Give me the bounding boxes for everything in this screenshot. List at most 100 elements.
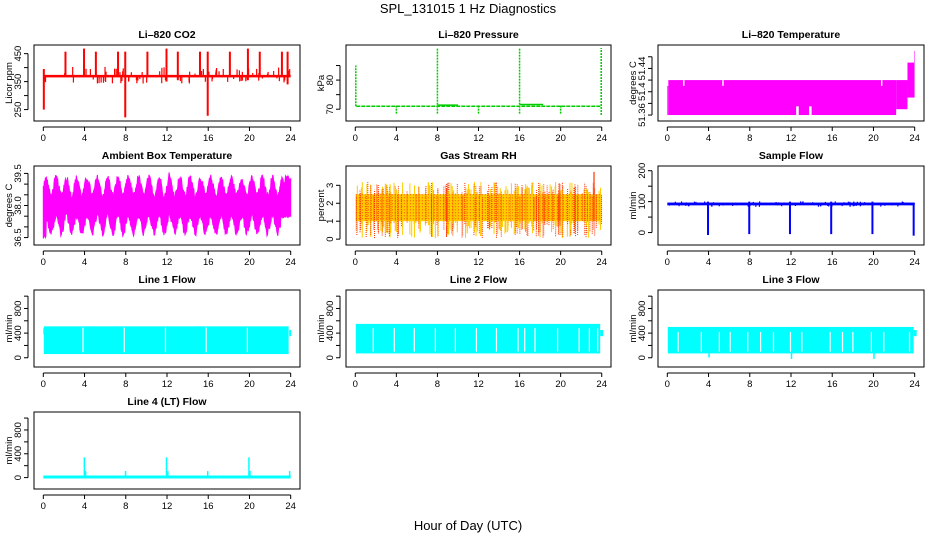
flow-tail [913, 330, 917, 337]
flow-gap [789, 331, 792, 352]
y-tick-label: 0 [13, 355, 24, 360]
y-tick-label: 400 [637, 325, 648, 341]
y-tick-label: 51.4 [637, 82, 648, 101]
x-axis: 0 4 8 12 16 20 24 [41, 372, 296, 390]
plot-frame [657, 165, 925, 246]
x-tick-label: 4 [82, 501, 87, 512]
x-tick-label: 20 [868, 379, 879, 390]
x-tick-label: 4 [394, 257, 399, 268]
y-tick-label: 100 [637, 194, 648, 210]
panel-pressure: Li–820 Pressure kPa 0 4 8 12 16 20 24 70 80 [316, 29, 612, 144]
flow-gap [801, 331, 803, 352]
x-axis: 0 4 8 12 16 20 24 [665, 126, 920, 144]
x-tick-label: 16 [514, 133, 525, 144]
y-tick-label: 200 [637, 163, 648, 179]
y-tick-label: 800 [13, 422, 24, 438]
x-tick-label: 8 [435, 257, 440, 268]
flow-gap [588, 328, 591, 352]
rh-core-band [355, 194, 602, 222]
x-tick-label: 24 [909, 133, 920, 144]
y-axis: 0 1 2 3 [325, 183, 341, 242]
x-tick-label: 8 [123, 379, 128, 390]
y-tick-label: 0 [13, 475, 24, 480]
y-axis-label: ml/min [4, 437, 15, 465]
x-tick-label: 24 [285, 379, 296, 390]
x-tick-label: 16 [514, 257, 525, 268]
x-tick-label: 20 [555, 257, 566, 268]
x-tick-label: 12 [162, 133, 173, 144]
y-axis-label: ml/min [4, 315, 15, 343]
flow-gap [454, 328, 456, 352]
y-tick-label: 0 [325, 236, 336, 241]
y-tick-label: 250 [13, 102, 24, 118]
series-marks [667, 326, 917, 359]
value-band [667, 85, 669, 116]
flow-gap [772, 331, 775, 352]
flow-gap [495, 328, 498, 352]
notch [809, 106, 812, 117]
series-marks [355, 323, 604, 354]
flow-gap [841, 331, 844, 352]
x-tick-label: 20 [244, 501, 255, 512]
x-tick-label: 8 [435, 133, 440, 144]
y-tick-label: 0 [325, 355, 336, 360]
panel-co2: Li–820 CO2 Licor ppm 0 4 8 12 16 20 24 250 350 450 [4, 29, 301, 144]
x-tick-label: 8 [435, 379, 440, 390]
flow-gap [829, 331, 831, 352]
x-axis: 0 4 8 12 16 20 24 [41, 250, 296, 268]
y-tick-label: 38.0 [13, 196, 24, 215]
flow-gap [524, 328, 526, 352]
x-tick-label: 20 [868, 257, 879, 268]
flow-gap [556, 328, 559, 352]
x-tick-label: 0 [353, 379, 358, 390]
x-tick-label: 0 [353, 133, 358, 144]
flow-gap [883, 331, 885, 352]
y-axis: 51.36 51.451.44 [637, 56, 653, 127]
x-tick-label: 4 [82, 379, 87, 390]
y-axis-label: ml/min [316, 315, 327, 343]
x-tick-label: 0 [665, 133, 670, 144]
y-axis: 70 80 [325, 65, 341, 115]
flow-gap [908, 331, 911, 352]
flow-gap [700, 331, 702, 352]
x-tick-label: 16 [203, 501, 214, 512]
x-tick-label: 4 [706, 257, 711, 268]
y-axis: 250 350 450 [13, 46, 29, 118]
flow-gap [718, 331, 720, 352]
x-tick-label: 16 [514, 379, 525, 390]
x-tick-label: 24 [596, 379, 607, 390]
x-tick-label: 24 [596, 133, 607, 144]
x-tick-label: 12 [162, 501, 173, 512]
flow-gap [578, 328, 580, 352]
flow-band [355, 323, 601, 354]
plot-frame [33, 411, 301, 490]
flow-gap [393, 328, 395, 352]
x-tick-label: 24 [285, 133, 296, 144]
x-tick-label: 4 [706, 133, 711, 144]
panel-title: Gas Stream RH [440, 150, 516, 162]
series-marks [355, 171, 603, 239]
plot-frame [33, 44, 301, 122]
flow-gap [82, 327, 84, 353]
x-axis: 0 4 8 12 16 20 24 [665, 250, 920, 268]
y-axis: 36.5 38.0 39.5 [13, 164, 29, 247]
x-axis: 0 4 8 12 16 20 24 [665, 372, 920, 390]
series-marks [43, 457, 291, 479]
x-tick-label: 20 [244, 133, 255, 144]
y-tick-label: 36.5 [13, 228, 24, 247]
panel-line2_flow: Line 2 Flow ml/min 0 4 8 12 16 20 24 0 400 800 [316, 274, 612, 390]
value-band [668, 80, 897, 116]
x-tick-label: 0 [665, 379, 670, 390]
panel-line3_flow: Line 3 Flow ml/min 0 4 8 12 16 20 24 0 400 800 [628, 274, 925, 390]
x-tick-label: 12 [162, 379, 173, 390]
y-axis: 0 100 200 [637, 163, 653, 235]
x-tick-label: 20 [555, 133, 566, 144]
x-tick-label: 20 [868, 133, 879, 144]
plot-frame [657, 44, 925, 122]
x-tick-label: 24 [285, 257, 296, 268]
x-tick-label: 4 [82, 257, 87, 268]
x-tick-label: 0 [665, 257, 670, 268]
x-tick-label: 20 [244, 257, 255, 268]
x-tick-label: 8 [747, 133, 752, 144]
